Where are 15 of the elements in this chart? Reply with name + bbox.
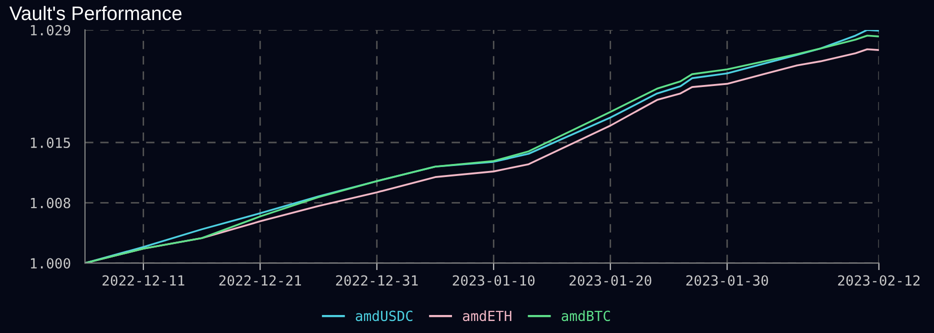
legend-label: amdETH	[462, 310, 512, 322]
x-tick-label: 2022-12-31	[336, 275, 418, 286]
x-tick-label: 2022-12-21	[219, 275, 301, 286]
y-tick-label: 1.029	[30, 24, 70, 36]
legend-label: amdUSDC	[356, 310, 412, 322]
x-tick-label: 2023-01-10	[452, 275, 535, 286]
x-tick-label: 2023-01-30	[686, 275, 768, 286]
y-tick-label: 1.015	[30, 138, 70, 148]
x-tick-label: 2023-02-12	[838, 275, 920, 286]
chart-title: Vault's Performance	[9, 6, 182, 20]
x-tick-label: 2022-12-11	[102, 275, 184, 286]
y-tick-label: 1.000	[30, 258, 70, 269]
x-tick-label: 2023-01-20	[570, 275, 652, 286]
legend-label: amdBTC	[562, 310, 610, 322]
y-tick-label: 1.008	[30, 198, 70, 208]
